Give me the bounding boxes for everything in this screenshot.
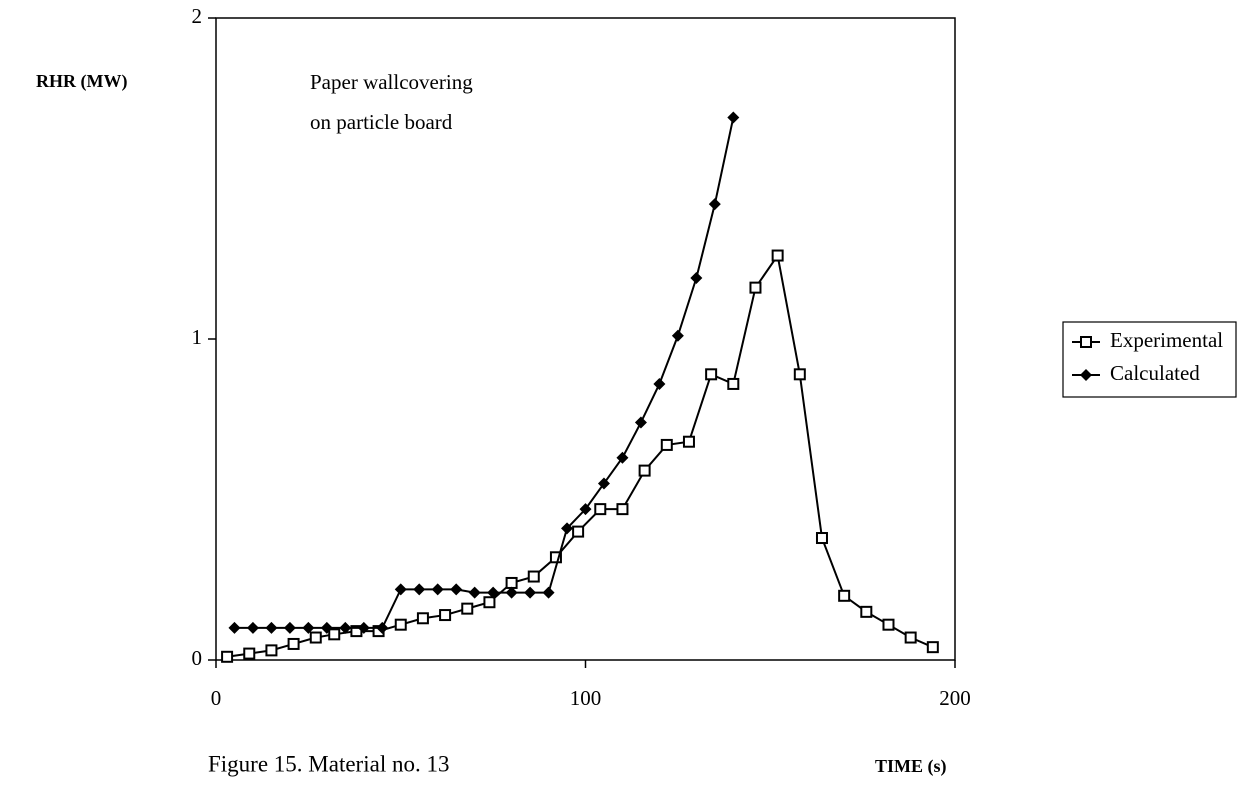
- marker: [309, 631, 322, 644]
- marker: [561, 522, 574, 535]
- marker: [815, 532, 828, 545]
- marker: [771, 249, 784, 262]
- marker: [505, 586, 518, 599]
- series-line: [234, 117, 735, 629]
- marker: [431, 583, 444, 596]
- x-tick-label: 200: [939, 686, 971, 710]
- caption: Figure 15. Material no. 13: [208, 751, 449, 776]
- marker: [634, 416, 647, 429]
- marker: [882, 618, 895, 631]
- marker: [246, 621, 259, 634]
- legend-box: [1062, 321, 1237, 398]
- marker: [394, 583, 407, 596]
- y-tick-label: 1: [192, 325, 203, 349]
- marker: [708, 198, 721, 211]
- marker: [838, 589, 851, 602]
- marker: [527, 570, 540, 583]
- marker: [265, 621, 278, 634]
- marker: [860, 605, 873, 618]
- x-axis-label: TIME (s): [875, 756, 947, 777]
- marker: [328, 628, 341, 641]
- marker: [594, 503, 607, 516]
- marker: [727, 111, 740, 124]
- marker: [439, 609, 452, 622]
- y-tick-label: 0: [192, 646, 203, 670]
- legend-label: Calculated: [1110, 361, 1200, 385]
- marker: [302, 621, 315, 634]
- marker: [450, 583, 463, 596]
- x-tick-label: 0: [211, 686, 222, 710]
- legend-label: Experimental: [1110, 328, 1223, 352]
- annotation: on particle board: [310, 110, 453, 134]
- marker: [793, 368, 806, 381]
- marker: [461, 602, 474, 615]
- marker: [221, 650, 234, 663]
- marker: [265, 644, 278, 657]
- marker: [394, 618, 407, 631]
- marker: [638, 464, 651, 477]
- marker: [549, 551, 562, 564]
- marker: [682, 435, 695, 448]
- marker: [671, 329, 684, 342]
- marker: [616, 451, 629, 464]
- marker: [376, 621, 389, 634]
- legend-marker: [1080, 336, 1092, 348]
- marker: [524, 586, 537, 599]
- marker: [926, 641, 939, 654]
- marker: [243, 647, 256, 660]
- marker: [287, 637, 300, 650]
- marker: [228, 621, 241, 634]
- marker: [483, 596, 496, 609]
- marker: [416, 612, 429, 625]
- marker: [904, 631, 917, 644]
- marker: [339, 621, 352, 634]
- marker: [749, 281, 762, 294]
- marker: [283, 621, 296, 634]
- marker: [653, 377, 666, 390]
- marker: [357, 621, 370, 634]
- marker: [660, 438, 673, 451]
- marker: [413, 583, 426, 596]
- marker: [542, 586, 555, 599]
- marker: [505, 576, 518, 589]
- annotation: Paper wallcovering: [310, 70, 473, 94]
- marker: [579, 503, 592, 516]
- legend-marker: [1080, 369, 1092, 381]
- marker: [616, 503, 629, 516]
- series-line: [226, 252, 934, 658]
- y-axis-label: RHR (MW): [36, 71, 127, 92]
- marker: [690, 272, 703, 285]
- marker: [705, 368, 718, 381]
- marker: [727, 377, 740, 390]
- y-tick-label: 2: [192, 4, 203, 28]
- marker: [572, 525, 585, 538]
- marker: [468, 586, 481, 599]
- x-tick-label: 100: [570, 686, 602, 710]
- marker: [487, 586, 500, 599]
- marker: [320, 621, 333, 634]
- marker: [597, 477, 610, 490]
